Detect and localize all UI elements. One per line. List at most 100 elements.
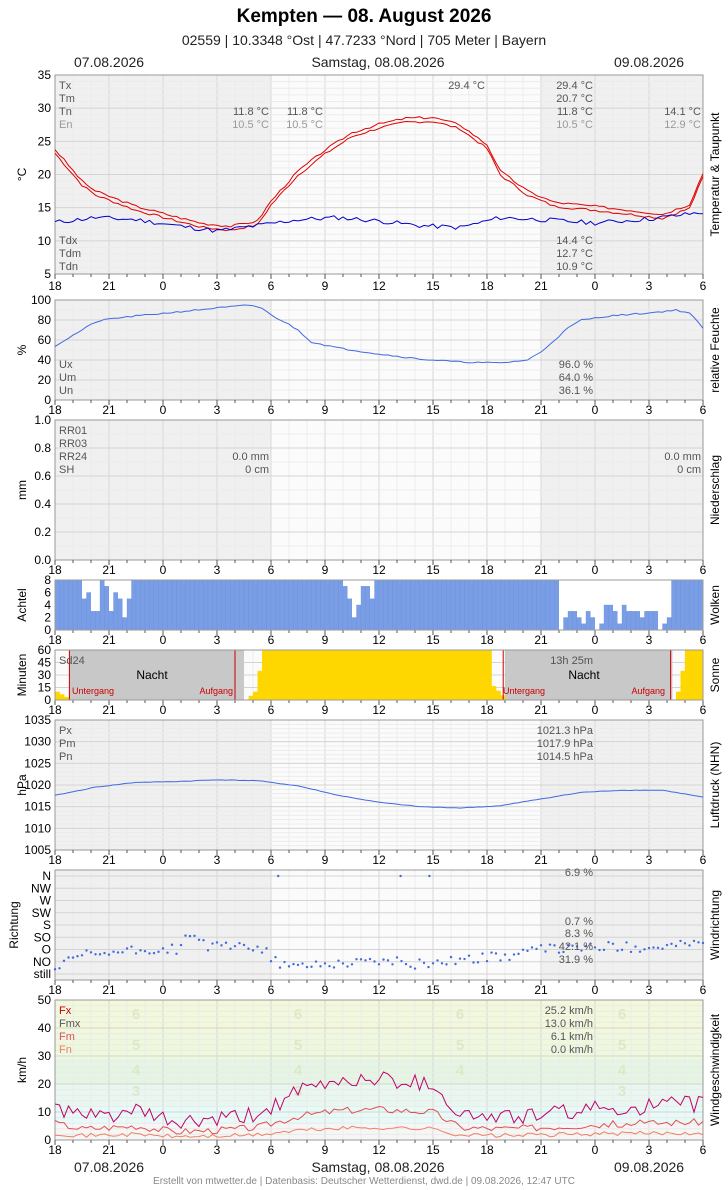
cloud-bar: [518, 579, 524, 631]
cloud-bar: [378, 579, 384, 631]
cloud-bar: [122, 617, 128, 631]
wind-direction-point: [692, 939, 696, 943]
precip-y-tick-label: 0.4: [34, 497, 51, 511]
pressure-x-tick-label: 6: [268, 853, 275, 867]
wind-direction-point: [553, 944, 556, 947]
clouds-x-tick-label: 18: [480, 633, 494, 647]
wind-direction-point: [530, 946, 534, 949]
wind-direction-point: [211, 942, 214, 945]
wind_dir-x-tick-label: 21: [534, 983, 548, 997]
date-right-top: 09.08.2026: [614, 54, 685, 70]
cloud-bar: [153, 579, 159, 631]
clouds-x-tick-label: 6: [700, 633, 707, 647]
wind-direction-point: [112, 950, 115, 953]
temp-x-tick-label: 0: [592, 279, 599, 293]
wind-direction-point: [341, 962, 345, 965]
cloud-bar: [554, 579, 560, 631]
wind-direction-point: [382, 958, 385, 961]
wind-direction-point: [274, 955, 277, 959]
temp-max-label: 29.4 °C: [448, 80, 485, 92]
wind-direction-point: [283, 960, 286, 964]
sunshine-bar: [397, 650, 402, 700]
cloud-bar: [540, 579, 546, 631]
precip-y-tick-label: 0.8: [34, 441, 51, 455]
wind-direction-point: [94, 953, 97, 956]
cloud-bar: [144, 579, 150, 631]
temp-x-tick-label: 21: [102, 279, 116, 293]
cloud-bar: [617, 623, 623, 631]
wind_speed-side-label: Windgeschwindigkeit: [708, 1013, 722, 1126]
sunshine-bar: [442, 650, 447, 700]
wind_speed-x-tick-label: 9: [322, 1143, 329, 1157]
temp-day-value: 11.8 °C: [557, 106, 593, 118]
clouds-x-tick-label: 21: [534, 633, 548, 647]
wind-direction-point: [679, 939, 682, 943]
beaufort-label: 5: [456, 1037, 464, 1054]
wind-direction-point: [562, 950, 565, 954]
beaufort-label: 6: [132, 1006, 140, 1023]
sun-x-tick-label: 6: [700, 703, 707, 717]
precip-next-value: 0 cm: [677, 464, 701, 476]
wind-direction-point: [656, 946, 660, 950]
humidity-side-label: relative Feuchte: [708, 307, 722, 393]
wind-direction-point: [368, 957, 372, 961]
wind_dir-unit-label: Richtung: [7, 901, 21, 948]
pressure-x-tick-label: 12: [372, 853, 386, 867]
wind-fn-line: [54, 1125, 704, 1139]
cloud-bar: [338, 579, 344, 631]
cloud-bar: [342, 586, 348, 631]
wind-direction-point: [643, 948, 646, 951]
wind-direction-point: [409, 965, 412, 968]
wind-direction-point: [589, 942, 592, 945]
date-center-bottom: Samstag, 08.08.2026: [311, 1159, 445, 1175]
cloud-bar: [671, 579, 677, 631]
temp-next-value: 14.1 °C: [664, 106, 701, 118]
cloud-bar: [171, 579, 177, 631]
temp-x-tick-label: 12: [372, 279, 386, 293]
wind-direction-point: [526, 949, 529, 953]
sunshine-bar: [343, 650, 348, 700]
sunshine-bar: [271, 650, 276, 700]
wind-direction-point: [161, 947, 165, 950]
sun-unit-label: Minuten: [15, 654, 29, 697]
cloud-bar: [275, 579, 281, 631]
wind_dir-x-tick-label: 0: [592, 983, 599, 997]
sun-x-tick-label: 6: [268, 703, 275, 717]
cloud-bar: [585, 611, 591, 631]
wind-speed-legend: Fm: [59, 1031, 75, 1043]
clouds-unit-label: Achtel: [15, 588, 29, 621]
temp-legend: En: [59, 119, 72, 131]
wind_speed-x-tick-label: 3: [646, 1143, 653, 1157]
wind_speed-x-tick-label: 3: [214, 1143, 221, 1157]
beaufort-label: 5: [294, 1037, 302, 1054]
cloud-gap: [563, 580, 568, 630]
wind-direction-point: [422, 961, 426, 965]
pressure-y-tick-label: 1035: [24, 713, 51, 727]
cloud-bar: [293, 579, 299, 631]
wind-direction-point: [220, 944, 223, 947]
cloud-bar: [198, 579, 204, 631]
humidity-unit-label: %: [15, 344, 29, 355]
wind-direction-point: [323, 962, 327, 965]
sunshine-bar: [496, 690, 501, 700]
wind-direction-point: [170, 943, 174, 946]
humidity-y-tick-label: 0: [44, 393, 51, 407]
pressure-x-tick-label: 3: [214, 853, 221, 867]
sunshine-bar: [487, 650, 492, 700]
cloud-gap: [658, 580, 663, 630]
cloud-bar: [95, 611, 101, 631]
sunshine-bar: [302, 650, 308, 700]
beaufort-label: 4: [132, 1062, 141, 1079]
cloud-bar: [248, 579, 254, 631]
pressure-y-tick-label: 1020: [24, 778, 51, 792]
temp-y-tick-label: 20: [38, 168, 52, 182]
cloud-bar: [81, 598, 87, 631]
cloud-gap: [662, 580, 667, 630]
precip-x-tick-label: 6: [700, 563, 707, 577]
sunshine-bar: [428, 650, 434, 700]
precip-side-label: Niederschlag: [708, 455, 722, 525]
wind_dir-y-tick-label: O: [42, 943, 51, 957]
wind-direction-point: [305, 965, 309, 969]
pressure-legend: Pn: [59, 751, 72, 763]
pressure-line: [54, 779, 704, 809]
